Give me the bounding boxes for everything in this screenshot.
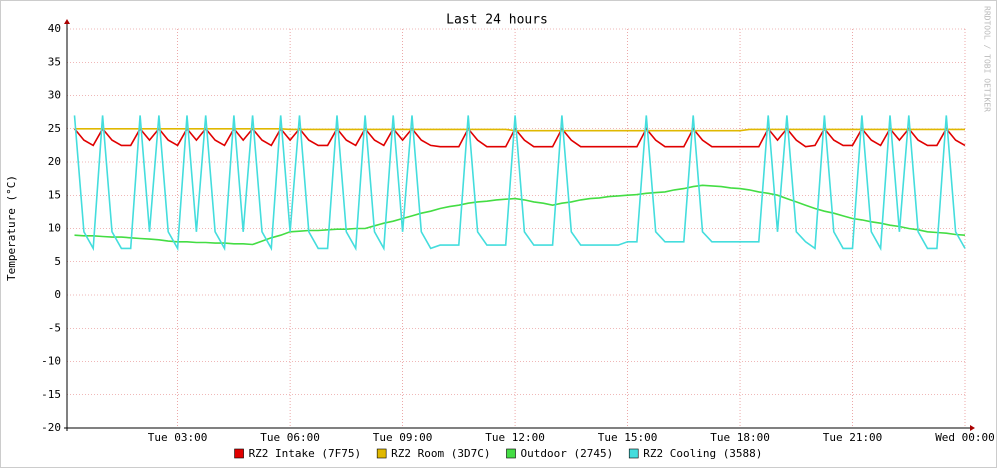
y-tick-label: 25 (48, 122, 61, 135)
x-tick-label: Tue 21:00 (823, 431, 883, 444)
x-tick-label: Tue 06:00 (260, 431, 320, 444)
series-line (74, 128, 965, 132)
x-tick-label: Tue 15:00 (598, 431, 658, 444)
legend-label: RZ2 Cooling (3588) (643, 447, 762, 460)
y-tick-label: 40 (48, 22, 61, 35)
x-tick-label: Wed 00:00 (935, 431, 995, 444)
watermark: RRDTOOL / TOBI OETIKER (983, 6, 992, 112)
y-tick-label: 5 (54, 255, 61, 268)
y-tick-label: 20 (48, 155, 61, 168)
y-tick-label: 10 (48, 222, 61, 235)
y-tick-label: 35 (48, 55, 61, 68)
legend-swatch (234, 448, 244, 459)
y-tick-label: -10 (41, 355, 61, 368)
axis-arrow (970, 425, 975, 431)
y-tick-label: 0 (54, 288, 61, 301)
legend-label: RZ2 Intake (7F75) (249, 447, 362, 460)
y-tick-label: 15 (48, 188, 61, 201)
x-tick-label: Tue 03:00 (148, 431, 208, 444)
legend-label: RZ2 Room (3D7C) (391, 447, 490, 460)
legend-label: Outdoor (2745) (521, 447, 614, 460)
y-axis-label: Temperature (°C) (5, 175, 18, 281)
legend-swatch (376, 448, 387, 459)
legend: RZ2 Intake (7F75) RZ2 Room (3D7C) Outdoor … (234, 447, 762, 460)
x-tick-label: Tue 09:00 (373, 431, 433, 444)
axis-arrow (64, 19, 70, 24)
legend-swatch (628, 448, 639, 459)
series-line (74, 184, 966, 246)
x-tick-label: Tue 18:00 (710, 431, 770, 444)
y-tick-label: -5 (48, 321, 61, 334)
y-tick-label: -15 (41, 388, 61, 401)
series-line (73, 115, 966, 252)
x-tick-label: Tue 12:00 (485, 431, 545, 444)
chart-title: Last 24 hours (446, 13, 548, 28)
series-line (73, 127, 966, 148)
y-tick-label: 30 (48, 89, 61, 102)
legend-swatch (506, 448, 516, 459)
y-tick-label: -20 (41, 421, 61, 434)
